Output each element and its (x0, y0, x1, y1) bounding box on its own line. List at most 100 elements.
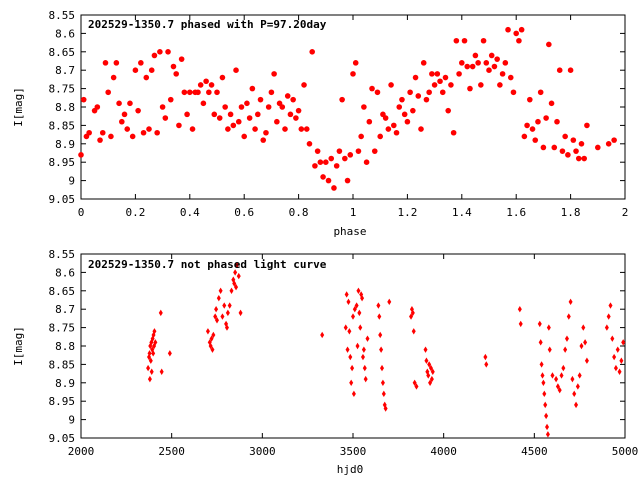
data-point (412, 379, 417, 386)
data-point (246, 115, 253, 121)
data-point (224, 324, 229, 331)
x-tick-label: 2500 (158, 445, 185, 458)
data-point (371, 148, 378, 154)
y-tick-label: 8.75 (49, 322, 76, 335)
data-point (381, 390, 386, 398)
data-point (349, 379, 354, 386)
y-tick-label: 8.85 (49, 119, 76, 132)
y-tick-label: 8.7 (55, 64, 75, 77)
data-point (219, 74, 226, 81)
data-point (562, 133, 568, 140)
x-tick-label: 1.2 (397, 206, 417, 219)
data-point (235, 118, 242, 125)
y-axis-ticks: 8.55 8.6 8.65 8.7 8.75 8.8 8.85 8.9 8.95 9 9.05 (49, 248, 625, 445)
data-point (459, 60, 465, 66)
data-point (556, 67, 563, 73)
data-point (613, 364, 618, 372)
data-point (579, 342, 584, 350)
data-point (222, 302, 227, 309)
data-point (557, 386, 562, 394)
data-point (565, 152, 571, 158)
data-point (301, 82, 307, 88)
data-point (483, 353, 488, 361)
x-tick-label: 1.6 (506, 206, 526, 219)
x-tick-label: 1 (350, 206, 357, 219)
data-point (554, 118, 560, 125)
y-tick-label: 8.75 (49, 83, 76, 96)
data-point (472, 52, 479, 59)
data-point (208, 342, 213, 350)
data-point (320, 174, 326, 180)
data-point (211, 331, 216, 339)
data-point (450, 129, 457, 136)
data-point (254, 111, 261, 118)
data-point (135, 107, 141, 114)
data-point (200, 100, 207, 107)
y-tick-label: 8.7 (55, 303, 75, 316)
data-point (148, 357, 153, 364)
plot-frame (80, 253, 626, 439)
data-point (312, 163, 318, 169)
data-point (358, 324, 363, 331)
x-tick-label: 1.4 (452, 206, 472, 219)
data-point (412, 74, 419, 81)
data-point (377, 133, 384, 140)
y-tick-label: 9 (68, 175, 75, 188)
data-point (621, 339, 626, 346)
data-point (612, 353, 617, 361)
data-point (146, 364, 151, 372)
data-point (210, 346, 215, 353)
data-point (284, 93, 291, 99)
x-tick-label: 3000 (249, 445, 276, 458)
data-point (478, 82, 484, 88)
data-point (428, 364, 433, 372)
data-point (505, 26, 511, 33)
data-point (428, 379, 433, 386)
data-point (497, 82, 503, 88)
data-point (147, 375, 152, 383)
x-tick-label: 4000 (430, 445, 457, 458)
data-point (584, 357, 589, 364)
data-point (352, 306, 357, 313)
data-point (483, 60, 490, 66)
data-point (502, 60, 509, 66)
data-point (357, 309, 362, 317)
x-tick-label: 0.4 (180, 206, 200, 219)
data-point (615, 346, 620, 353)
data-point (195, 89, 201, 96)
y-tick-label: 8.6 (55, 27, 75, 40)
data-point (274, 118, 280, 125)
data-point (617, 368, 622, 375)
y-tick-label: 8.85 (49, 358, 76, 371)
data-point (584, 122, 590, 129)
data-point (317, 159, 324, 165)
data-point (229, 287, 234, 294)
data-point (151, 350, 156, 357)
data-point (439, 89, 446, 96)
data-point (535, 118, 541, 125)
y-axis-ticks: 8.55 8.6 8.65 8.7 8.75 8.8 8.85 8.9 8.95 9 9.05 (49, 9, 625, 206)
data-point (431, 82, 438, 88)
data-point (577, 372, 582, 379)
data-point (578, 141, 585, 147)
data-point (391, 122, 397, 129)
data-point (86, 129, 92, 136)
data-point (97, 137, 103, 143)
data-point (222, 104, 228, 110)
data-point (293, 115, 299, 121)
data-point (108, 133, 114, 140)
data-point (119, 118, 125, 125)
data-point (363, 159, 370, 165)
data-point (461, 37, 468, 44)
data-point (290, 96, 296, 103)
plot-title: 202529-1350.7 phased with P=97.20day (88, 18, 327, 31)
data-point (469, 63, 476, 70)
y-tick-label: 9.05 (49, 193, 76, 206)
data-point (475, 60, 481, 66)
x-axis-ticks: 2000 2500 3000 3500 4000 4500 5000 (68, 254, 638, 458)
data-point (214, 306, 219, 313)
data-point (415, 93, 422, 99)
data-point (537, 320, 542, 328)
data-point (551, 144, 558, 151)
